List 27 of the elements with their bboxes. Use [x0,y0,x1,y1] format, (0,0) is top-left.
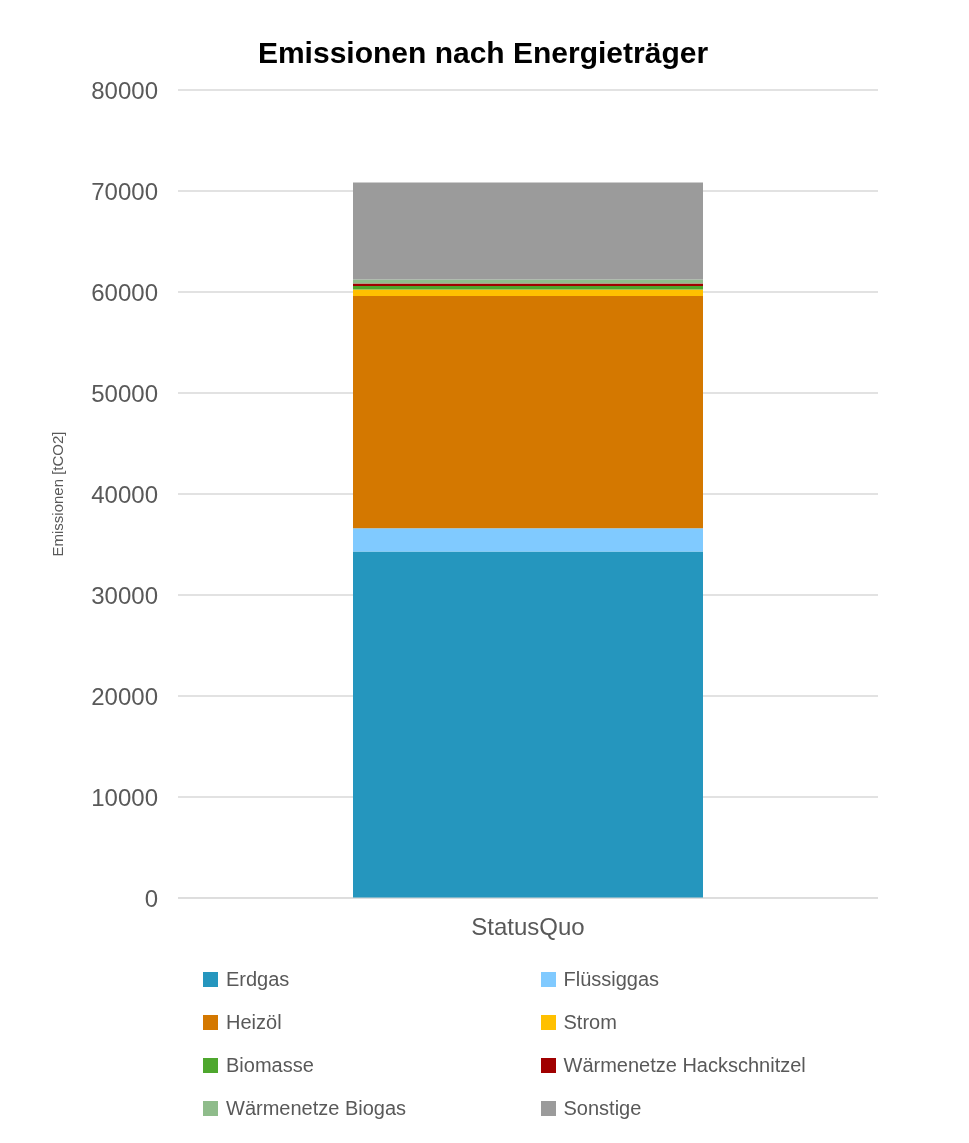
y-tick-label: 20000 [91,682,158,710]
y-tick-label: 60000 [91,278,158,306]
legend-label: Erdgas [226,968,290,991]
bar [353,289,703,297]
bar [353,182,703,280]
legend-label: Heizöl [226,1011,282,1034]
x-tick-label: StatusQuo [471,913,585,941]
bar [353,283,703,286]
legend-label: Sonstige [563,1097,642,1120]
bar [353,296,703,529]
y-tick-label: 50000 [91,379,158,407]
legend-label: Flüssiggas [563,968,660,991]
legend-label: Biomasse [226,1054,314,1077]
legend-label: Wärmenetze Hackschnitzel [563,1054,806,1077]
y-tick-label: 40000 [91,480,158,508]
y-tick-label: 10000 [91,783,158,811]
chart-title: Emissionen nach Energieträger [256,35,710,70]
bar [353,279,703,284]
y-axis-title: Emissionen [tCO2] [49,431,67,557]
bar [353,528,703,552]
legend-label: Strom [563,1011,617,1034]
y-tick-label: 30000 [91,581,158,609]
legend-label: Wärmenetze Biogas [226,1097,407,1120]
bar [353,551,703,898]
y-tick-label: 70000 [91,177,158,205]
y-tick-label: 0 [144,884,158,912]
y-tick-label: 80000 [91,76,158,104]
